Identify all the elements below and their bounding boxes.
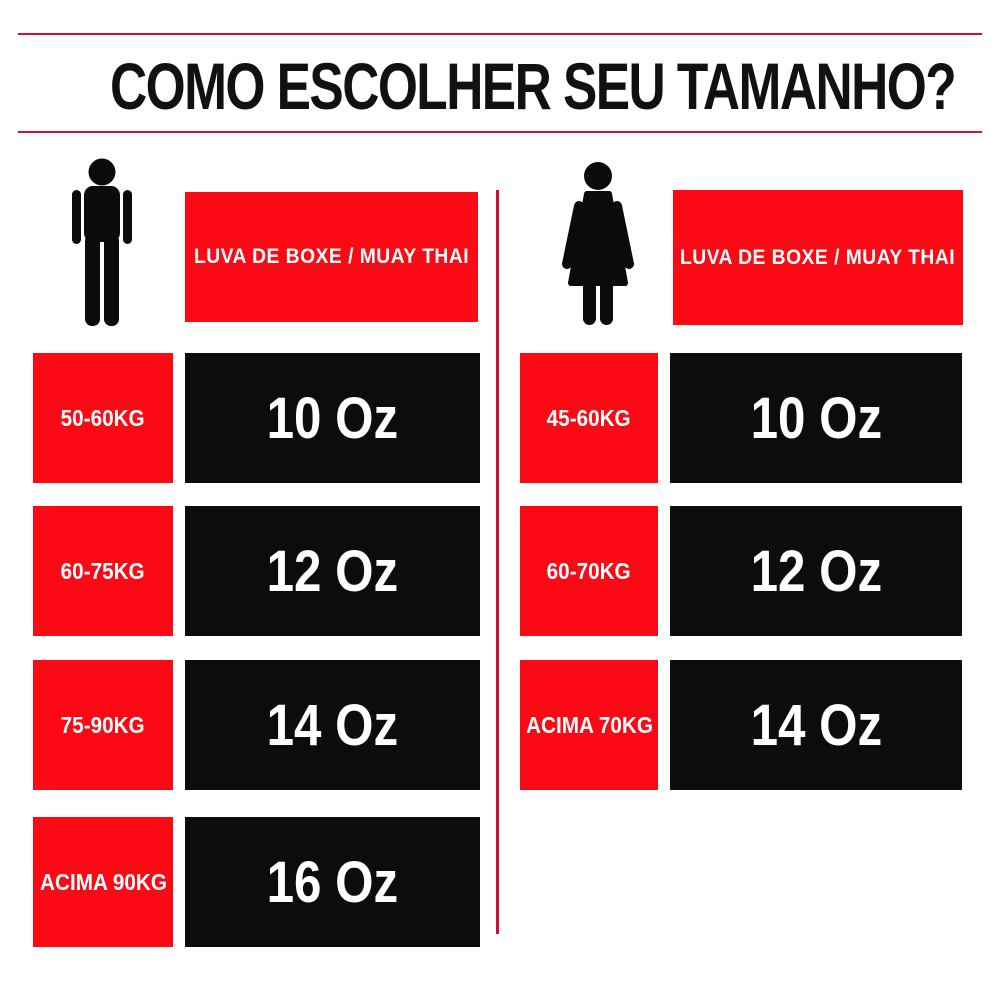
women-weight-label-2: 60-70KG bbox=[546, 557, 631, 584]
women-size-value-3: 14 Oz bbox=[750, 692, 882, 758]
men-weight-label-1: 50-60KG bbox=[60, 404, 145, 431]
men-weight-label-4: ACIMA 90KG bbox=[39, 868, 167, 895]
men-weight-badge-2: 60-75KG bbox=[33, 506, 173, 636]
male-icon bbox=[72, 158, 132, 326]
men-size-box-3: 14 Oz bbox=[185, 660, 480, 790]
women-weight-badge-3: ACIMA 70KG bbox=[520, 660, 658, 790]
page-title: COMO ESCOLHER SEU TAMANHO? bbox=[110, 49, 957, 123]
title-underline bbox=[18, 131, 982, 133]
women-weight-label-3: ACIMA 70KG bbox=[525, 711, 653, 738]
men-weight-label-2: 60-75KG bbox=[60, 557, 145, 584]
men-size-value-3: 14 Oz bbox=[266, 692, 399, 758]
women-weight-badge-2: 60-70KG bbox=[520, 506, 658, 636]
men-size-value-1: 10 Oz bbox=[266, 385, 399, 451]
women-size-box-3: 14 Oz bbox=[670, 660, 962, 790]
women-size-value-1: 10 Oz bbox=[750, 385, 882, 451]
women-size-value-2: 12 Oz bbox=[750, 538, 882, 604]
men-weight-badge-3: 75-90KG bbox=[33, 660, 173, 790]
men-size-box-1: 10 Oz bbox=[185, 353, 480, 483]
men-size-value-4: 16 Oz bbox=[266, 849, 399, 915]
top-divider-line bbox=[18, 33, 982, 35]
women-size-box-1: 10 Oz bbox=[670, 353, 962, 483]
women-weight-badge-1: 45-60KG bbox=[520, 353, 658, 483]
women-glove-type-header: LUVA DE BOXE / MUAY THAI bbox=[673, 190, 963, 325]
men-glove-type-header: LUVA DE BOXE / MUAY THAI bbox=[185, 192, 478, 322]
women-weight-label-1: 45-60KG bbox=[546, 404, 631, 431]
women-glove-type-label: LUVA DE BOXE / MUAY THAI bbox=[680, 245, 956, 269]
men-size-box-4: 16 Oz bbox=[185, 817, 480, 947]
column-divider-line bbox=[496, 190, 499, 934]
men-weight-label-3: 75-90KG bbox=[60, 711, 145, 738]
men-weight-badge-4: ACIMA 90KG bbox=[33, 817, 173, 947]
female-icon bbox=[562, 162, 634, 325]
men-size-box-2: 12 Oz bbox=[185, 506, 480, 636]
men-glove-type-label: LUVA DE BOXE / MUAY THAI bbox=[193, 245, 470, 268]
men-weight-badge-1: 50-60KG bbox=[33, 353, 173, 483]
women-size-box-2: 12 Oz bbox=[670, 506, 962, 636]
men-size-value-2: 12 Oz bbox=[266, 538, 399, 604]
